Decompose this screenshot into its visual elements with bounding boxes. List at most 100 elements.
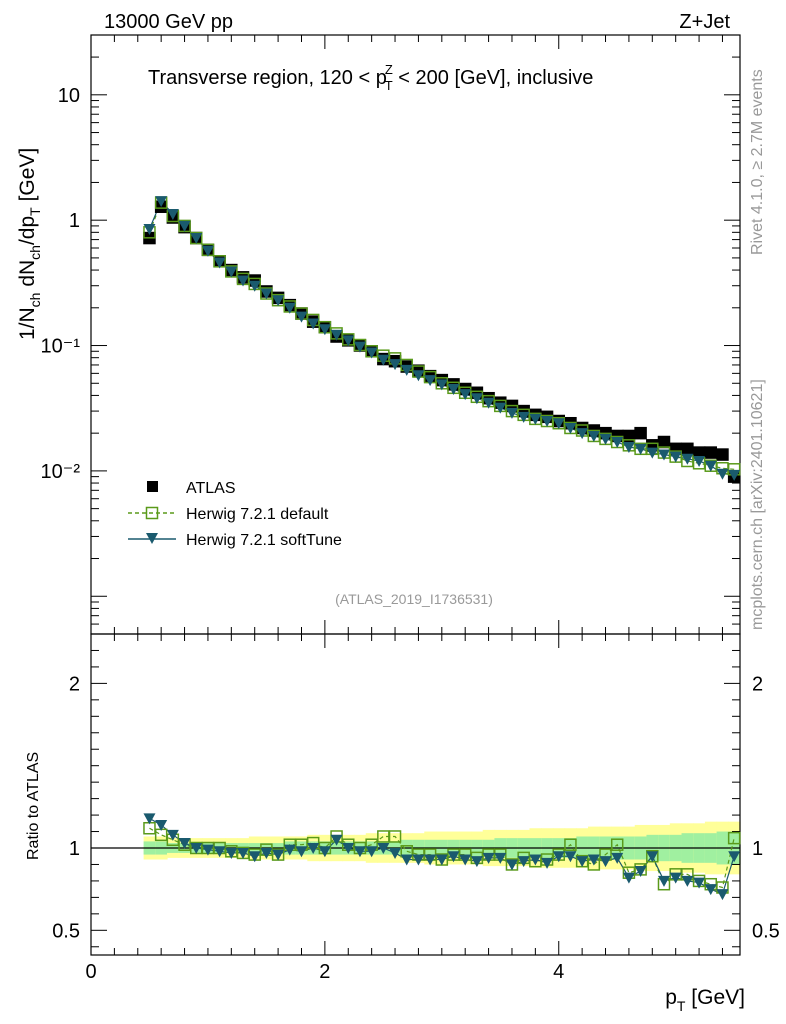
chart-title: Transverse region, 120 < pZ T < 200 [GeV]… xyxy=(148,62,593,93)
ratio-herwig-softtune-point xyxy=(389,847,402,859)
ratio-herwig-softtune-point xyxy=(622,872,635,884)
main-panel: 10 1 10⁻¹ 10⁻² xyxy=(41,34,741,635)
ratio-herwig-default-point xyxy=(564,838,577,851)
herwig-softtune-point xyxy=(657,449,670,461)
ratio-herwig-softtune-point xyxy=(342,843,355,854)
ratio-y-tick-label: 1 xyxy=(69,838,80,860)
legend-label-atlas: ATLAS xyxy=(186,480,236,497)
ratio-herwig-softtune-point xyxy=(318,846,331,858)
herwig-softtune-point xyxy=(728,469,741,481)
herwig-softtune-point xyxy=(400,364,413,376)
herwig-softtune-point xyxy=(190,233,203,245)
herwig-softtune-point xyxy=(646,447,659,459)
ratio-herwig-softtune-point xyxy=(412,854,425,866)
ratio-herwig-softtune-point xyxy=(260,847,273,859)
ratio-herwig-softtune-point xyxy=(529,854,542,866)
herwig-softtune-point xyxy=(307,318,320,330)
y-tick-label: 1 xyxy=(69,210,80,232)
ratio-herwig-softtune-point xyxy=(646,851,659,863)
legend-item-herwig-default: Herwig 7.2.1 default xyxy=(128,506,329,523)
x-tick-label: 2 xyxy=(319,961,330,983)
herwig-softtune-point xyxy=(704,460,717,472)
herwig-softtune-point xyxy=(412,370,425,382)
herwig-softtune-point xyxy=(318,324,331,336)
herwig-softtune-point xyxy=(166,209,179,221)
herwig-softtune-point xyxy=(201,245,214,257)
herwig-softtune-point xyxy=(389,359,402,371)
ratio-herwig-softtune-point xyxy=(213,846,226,858)
y-tick-label: 10⁻¹ xyxy=(41,336,81,358)
herwig-softtune-point xyxy=(622,442,635,454)
herwig-softtune-point xyxy=(272,295,285,307)
legend-item-herwig-softtune: Herwig 7.2.1 softTune xyxy=(128,532,342,549)
herwig-softtune-point xyxy=(260,288,273,300)
ratio-herwig-softtune-point xyxy=(693,877,706,889)
ratio-herwig-softtune-point xyxy=(587,854,600,866)
ratio-herwig-softtune-point xyxy=(248,851,261,863)
ratio-herwig-softtune-point xyxy=(166,829,179,841)
rivet-info: Rivet 4.1.0, ≥ 2.7M events xyxy=(749,69,766,255)
ratio-herwig-softtune-point xyxy=(541,857,554,869)
herwig-softtune-point xyxy=(505,407,518,419)
ratio-y-tick-label-right: 1 xyxy=(752,838,763,860)
ratio-herwig-softtune-point xyxy=(283,844,296,856)
ratio-herwig-softtune-point xyxy=(611,852,624,864)
herwig-softtune-point xyxy=(237,275,250,287)
ratio-herwig-softtune-point xyxy=(728,851,741,863)
ratio-herwig-softtune-point xyxy=(400,854,413,866)
ratio-herwig-softtune-point xyxy=(634,866,647,878)
herwig-softtune-point xyxy=(494,402,507,414)
atlas-point xyxy=(681,442,694,456)
legend-label-herwig-softtune: Herwig 7.2.1 softTune xyxy=(186,532,342,549)
ratio-herwig-softtune-point xyxy=(178,838,191,850)
ratio-herwig-softtune-point xyxy=(330,834,343,846)
ratio-herwig-softtune-point xyxy=(716,889,729,901)
ratio-herwig-softtune-point xyxy=(155,819,168,831)
legend: ATLAS Herwig 7.2.1 default Herwig 7.2.1 … xyxy=(128,480,342,549)
herwig-softtune-point xyxy=(447,384,460,396)
herwig-softtune-point xyxy=(634,443,647,455)
herwig-softtune-point xyxy=(470,393,483,405)
herwig-softtune-point xyxy=(178,220,191,232)
herwig-softtune-point xyxy=(342,335,355,347)
ratio-herwig-softtune-point xyxy=(295,846,308,858)
analysis-id: (ATLAS_2019_I1736531) xyxy=(335,591,493,607)
ratio-herwig-softtune-point xyxy=(494,852,507,864)
ratio-ylabel: Ratio to ATLAS xyxy=(25,752,42,860)
herwig-softtune-point xyxy=(482,397,495,409)
herwig-softtune-point xyxy=(155,196,168,208)
herwig-softtune-point xyxy=(541,416,554,428)
herwig-softtune-point xyxy=(143,224,156,236)
ratio-herwig-softtune-point xyxy=(482,852,495,864)
ratio-herwig-softtune-point xyxy=(447,851,460,863)
ratio-herwig-default-point xyxy=(727,831,741,845)
atlas-point xyxy=(704,446,718,459)
ratio-herwig-softtune-point xyxy=(365,846,378,858)
herwig-softtune-point xyxy=(611,437,624,449)
herwig-softtune-point xyxy=(330,329,343,341)
herwig-softtune-point xyxy=(248,280,261,292)
ratio-y-tick-label-right: 0.5 xyxy=(752,920,780,942)
ratio-y-tick-label: 0.5 xyxy=(52,920,80,942)
herwig-softtune-point xyxy=(377,354,390,366)
x-tick-label: 0 xyxy=(85,961,96,983)
y-tick-label: 10 xyxy=(58,85,80,107)
legend-label-herwig-default: Herwig 7.2.1 default xyxy=(186,506,329,523)
herwig-softtune-point xyxy=(459,389,472,401)
ratio-herwig-softtune-point xyxy=(459,854,472,866)
legend-item-atlas: ATLAS xyxy=(147,480,236,497)
atlas-point xyxy=(716,448,729,461)
ratio-herwig-softtune-point xyxy=(564,851,577,863)
herwig-softtune-point xyxy=(295,311,308,323)
herwig-softtune-point xyxy=(365,347,378,359)
herwig-softtune-point xyxy=(552,418,565,430)
herwig-softtune-point xyxy=(424,375,437,387)
herwig-softtune-point xyxy=(353,341,366,353)
ratio-y-tick-label: 2 xyxy=(69,673,80,695)
herwig-softtune-point xyxy=(599,433,612,445)
main-ylabel: 1/Nch dNch/dpT [GeV] xyxy=(16,148,43,340)
ratio-herwig-softtune-point xyxy=(681,875,694,887)
legend-marker-atlas xyxy=(147,481,158,492)
ratio-herwig-softtune-point xyxy=(377,843,390,854)
